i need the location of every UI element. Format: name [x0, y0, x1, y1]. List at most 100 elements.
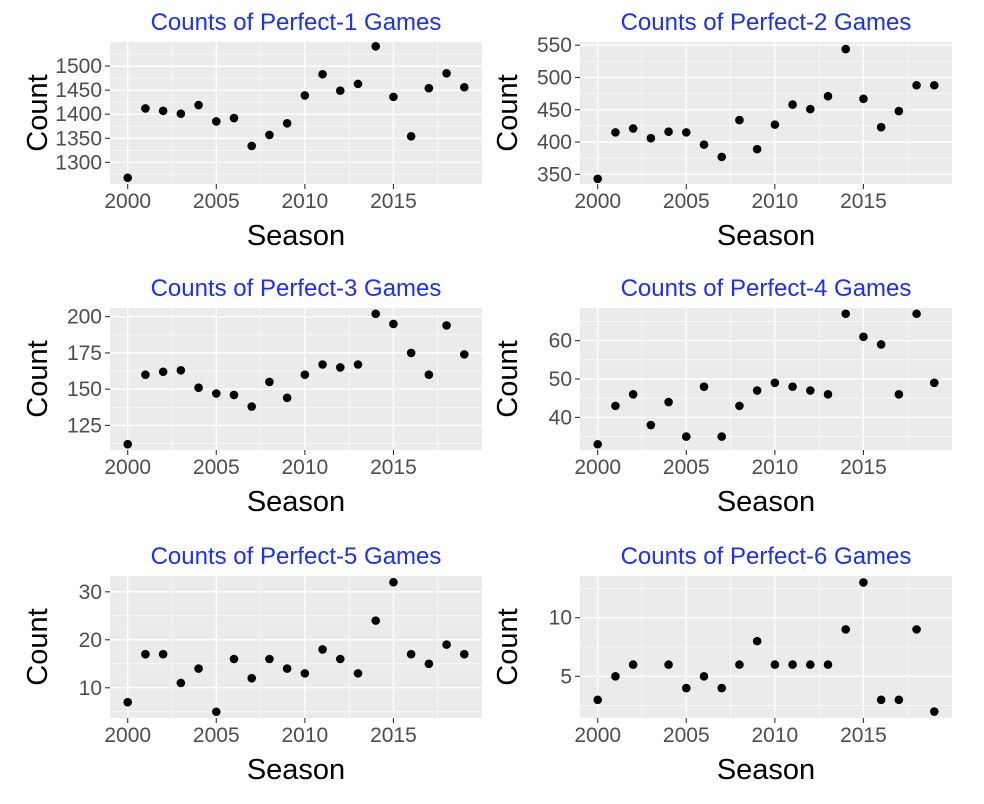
data-point — [265, 377, 274, 387]
data-point — [353, 669, 363, 678]
data-point — [628, 660, 638, 669]
data-point — [424, 83, 434, 93]
x-axis-title: Season — [717, 220, 815, 252]
data-point — [593, 695, 603, 705]
data-point — [406, 649, 416, 659]
data-point — [681, 432, 691, 441]
data-point — [123, 173, 133, 183]
y-tick-label: 450 — [537, 99, 572, 122]
data-point — [699, 382, 709, 391]
data-point — [211, 389, 221, 398]
data-point — [735, 115, 744, 125]
data-point — [664, 397, 673, 407]
data-point — [389, 92, 398, 102]
x-axis-title: Season — [247, 486, 345, 518]
x-tick-label: 2005 — [193, 724, 240, 747]
data-point — [300, 669, 310, 678]
y-axis-title: Count — [22, 340, 54, 417]
y-tick-label: 1400 — [55, 103, 102, 126]
x-tick-label: 2015 — [370, 724, 417, 747]
data-point — [141, 104, 150, 113]
data-point — [318, 69, 327, 79]
data-point — [247, 402, 257, 411]
data-point — [770, 378, 780, 388]
data-point — [912, 80, 921, 90]
x-tick-label: 2010 — [281, 724, 328, 747]
y-tick-label: 200 — [67, 306, 102, 329]
data-point — [788, 382, 797, 391]
data-point — [424, 659, 434, 669]
y-axis-title: Count — [22, 74, 54, 151]
data-point — [194, 383, 203, 392]
data-point — [699, 140, 709, 149]
x-tick-label: 2015 — [840, 456, 887, 479]
data-point — [459, 649, 469, 659]
data-point — [282, 664, 292, 673]
y-tick-label: 125 — [67, 414, 102, 437]
data-point — [805, 660, 815, 669]
data-point — [805, 104, 815, 114]
data-point — [859, 332, 868, 342]
data-point — [876, 122, 886, 132]
data-point — [265, 654, 274, 664]
x-tick-label: 2000 — [574, 190, 621, 213]
chart-panel-1: 2000 2005 2010 201513001350140014501500Coun… — [22, 9, 482, 252]
x-tick-label: 2010 — [281, 190, 328, 213]
data-point — [176, 366, 186, 375]
data-point — [611, 401, 620, 411]
data-point — [876, 695, 886, 705]
data-point — [389, 319, 398, 329]
y-axis-title: Count — [22, 608, 54, 685]
x-tick-label: 2005 — [663, 456, 710, 479]
x-axis-title: Season — [717, 754, 815, 786]
data-point — [300, 91, 310, 100]
data-point — [211, 117, 221, 126]
chart-title: Counts of Perfect-5 Games — [151, 543, 442, 570]
data-point — [123, 439, 133, 449]
data-point — [717, 683, 727, 693]
data-point — [859, 578, 868, 587]
data-point — [841, 309, 851, 319]
data-point — [646, 133, 656, 143]
x-tick-label: 2010 — [751, 190, 798, 213]
data-point — [752, 386, 762, 395]
data-point — [876, 340, 886, 349]
data-point — [176, 678, 186, 688]
data-point — [176, 109, 186, 119]
x-tick-label: 2000 — [574, 724, 621, 747]
plot-background — [110, 576, 482, 718]
x-tick-label: 2005 — [663, 724, 710, 747]
data-point — [859, 94, 868, 104]
data-point — [681, 683, 691, 693]
chart-panel-4: 2000 2005 2010 2015 40 50 60 Counts of Perfect-… — [492, 275, 952, 518]
data-point — [752, 144, 762, 154]
data-point — [752, 636, 762, 646]
y-tick-label: 20 — [79, 629, 102, 652]
data-point — [929, 80, 939, 90]
data-point — [717, 152, 727, 162]
data-point — [699, 672, 709, 681]
data-point — [770, 120, 780, 129]
data-point — [300, 370, 310, 379]
y-tick-label: 10 — [79, 677, 102, 700]
x-tick-label: 2010 — [281, 456, 328, 479]
data-point — [318, 360, 327, 369]
data-point — [593, 174, 603, 184]
data-point — [158, 649, 168, 659]
data-point — [681, 128, 691, 137]
data-point — [628, 124, 638, 133]
chart-panel-5: 2000 2005 2010 2015 10 20 30 Counts of Perfect-… — [22, 543, 482, 786]
data-point — [442, 640, 451, 649]
x-tick-label: 2000 — [104, 724, 151, 747]
y-tick-label: 350 — [537, 163, 572, 186]
y-tick-label: 150 — [67, 378, 102, 401]
data-point — [158, 367, 168, 377]
data-point — [770, 660, 780, 669]
x-axis-title: Season — [247, 754, 345, 786]
y-tick-label: 10 — [549, 607, 572, 630]
data-point — [229, 654, 239, 664]
x-tick-label: 2000 — [104, 456, 151, 479]
plot-background — [110, 308, 482, 450]
y-tick-label: 50 — [549, 368, 572, 391]
y-axis-title: Count — [492, 340, 524, 417]
